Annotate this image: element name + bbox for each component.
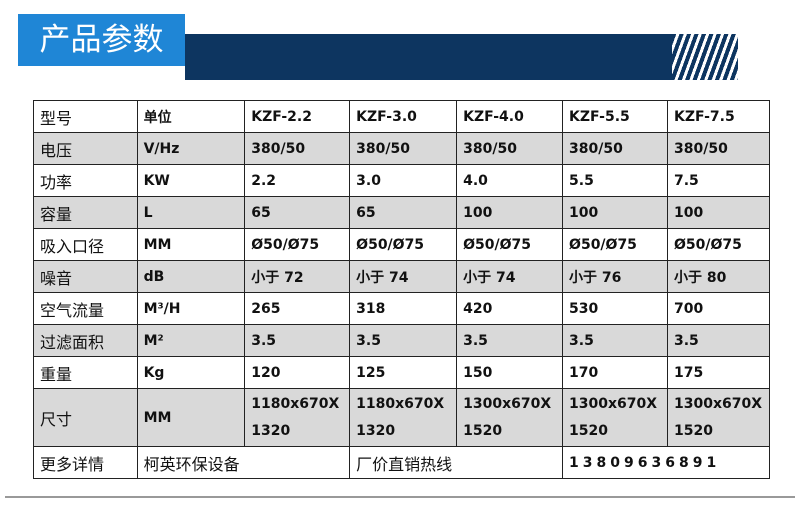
- header-bar: [185, 34, 675, 80]
- table-row: 更多详情 柯英环保设备 厂价直销热线 13809636891: [33, 446, 770, 479]
- table-cell: 1300x670X 1520: [562, 388, 668, 447]
- table-cell: 120: [244, 356, 351, 389]
- table-cell: 150: [456, 356, 564, 389]
- table-cell: 尺寸: [33, 388, 138, 447]
- table-row: 功率 KW 2.2 3.0 4.0 5.5 7.5: [33, 164, 771, 197]
- table-row: 尺寸 MM 1180x670X 1320 1180x670X 1320 1300x670…: [33, 388, 771, 447]
- table-cell: 柯英环保设备: [136, 446, 351, 479]
- table-cell: MM: [136, 228, 246, 261]
- table-cell: 4.0: [456, 164, 564, 197]
- table-cell: 更多详情: [33, 446, 138, 479]
- table-cell: 1180x670X 1320: [349, 388, 458, 447]
- table-row: 型号 单位 KZF-2.2 KZF-3.0 KZF-4.0 KZF-5.5 KZF-7.5: [33, 100, 771, 133]
- table-cell: 100: [456, 196, 564, 229]
- table-cell: 530: [562, 292, 668, 325]
- bottom-rule: [5, 496, 795, 498]
- table-cell: Ø50/Ø75: [562, 228, 668, 261]
- table-cell: 噪音: [33, 260, 138, 293]
- table-cell: 170: [562, 356, 668, 389]
- table-cell: 3.5: [562, 324, 668, 357]
- table-cell: 3.5: [456, 324, 564, 357]
- table-cell: MM: [136, 388, 246, 447]
- table-cell: 13809636891: [562, 446, 770, 479]
- table-cell: L: [136, 196, 246, 229]
- table-cell: 3.5: [666, 324, 771, 357]
- header-stripes: [672, 34, 738, 80]
- table-cell: Ø50/Ø75: [666, 228, 771, 261]
- table-cell: 65: [244, 196, 351, 229]
- table-cell: 容量: [33, 196, 138, 229]
- table-cell: 380/50: [456, 132, 564, 165]
- table-cell: 功率: [33, 164, 138, 197]
- table-cell: Ø50/Ø75: [456, 228, 564, 261]
- table-cell: 过滤面积: [33, 324, 138, 357]
- table-cell: 小于 74: [456, 260, 564, 293]
- table-cell: 吸入口径: [33, 228, 138, 261]
- table-cell: Ø50/Ø75: [244, 228, 351, 261]
- table-row: 过滤面积 M² 3.5 3.5 3.5 3.5 3.5: [33, 324, 771, 357]
- table-row: 电压 V/Hz 380/50 380/50 380/50 380/50 380/50: [33, 132, 771, 165]
- table-cell: 380/50: [666, 132, 771, 165]
- table-cell: KZF-7.5: [666, 100, 771, 133]
- table-cell: 1300x670X 1520: [456, 388, 564, 447]
- table-cell: 小于 80: [666, 260, 771, 293]
- table-cell: 1300x670X 1520: [666, 388, 771, 447]
- table-cell: KZF-3.0: [349, 100, 458, 133]
- table-cell: 125: [349, 356, 458, 389]
- table-cell: 小于 76: [562, 260, 668, 293]
- table-cell: Kg: [136, 356, 246, 389]
- table-cell: 420: [456, 292, 564, 325]
- table-cell: 5.5: [562, 164, 668, 197]
- table-cell: dB: [136, 260, 246, 293]
- table-cell: 100: [666, 196, 771, 229]
- table-cell: 265: [244, 292, 351, 325]
- table-cell: M²: [136, 324, 246, 357]
- table-cell: 电压: [33, 132, 138, 165]
- table-cell: Ø50/Ø75: [349, 228, 458, 261]
- table-cell: 65: [349, 196, 458, 229]
- table-cell: 空气流量: [33, 292, 138, 325]
- table-cell: 380/50: [244, 132, 351, 165]
- table-cell: 3.5: [244, 324, 351, 357]
- table-row: 空气流量 M³/H 265 318 420 530 700: [33, 292, 771, 325]
- table-cell: KZF-5.5: [562, 100, 668, 133]
- table-cell: KW: [136, 164, 246, 197]
- table-cell: 2.2: [244, 164, 351, 197]
- table-cell: 175: [666, 356, 771, 389]
- table-row: 吸入口径 MM Ø50/Ø75 Ø50/Ø75 Ø50/Ø75 Ø50/Ø75 Ø50/Ø7…: [33, 228, 771, 261]
- table-row: 容量 L 65 65 100 100 100: [33, 196, 771, 229]
- spec-table: 型号 单位 KZF-2.2 KZF-3.0 KZF-4.0 KZF-5.5 KZF-7.5 电…: [33, 100, 771, 479]
- table-cell: 318: [349, 292, 458, 325]
- table-cell: 100: [562, 196, 668, 229]
- table-cell: KZF-2.2: [244, 100, 351, 133]
- table-cell: M³/H: [136, 292, 246, 325]
- table-cell: 7.5: [666, 164, 771, 197]
- table-cell: 小于 72: [244, 260, 351, 293]
- table-cell: 3.5: [349, 324, 458, 357]
- table-cell: 380/50: [349, 132, 458, 165]
- table-cell: 单位: [136, 100, 246, 133]
- table-cell: 重量: [33, 356, 138, 389]
- table-cell: 700: [666, 292, 771, 325]
- table-cell: V/Hz: [136, 132, 246, 165]
- header-title: 产品参数: [18, 14, 185, 66]
- table-cell: 小于 74: [349, 260, 458, 293]
- table-cell: 3.0: [349, 164, 458, 197]
- table-cell: 1180x670X 1320: [244, 388, 351, 447]
- table-cell: 型号: [33, 100, 138, 133]
- table-cell: 380/50: [562, 132, 668, 165]
- table-cell: 厂价直销热线: [349, 446, 564, 479]
- table-cell: KZF-4.0: [456, 100, 564, 133]
- table-row: 噪音 dB 小于 72 小于 74 小于 74 小于 76 小于 80: [33, 260, 771, 293]
- table-row: 重量 Kg 120 125 150 170 175: [33, 356, 771, 389]
